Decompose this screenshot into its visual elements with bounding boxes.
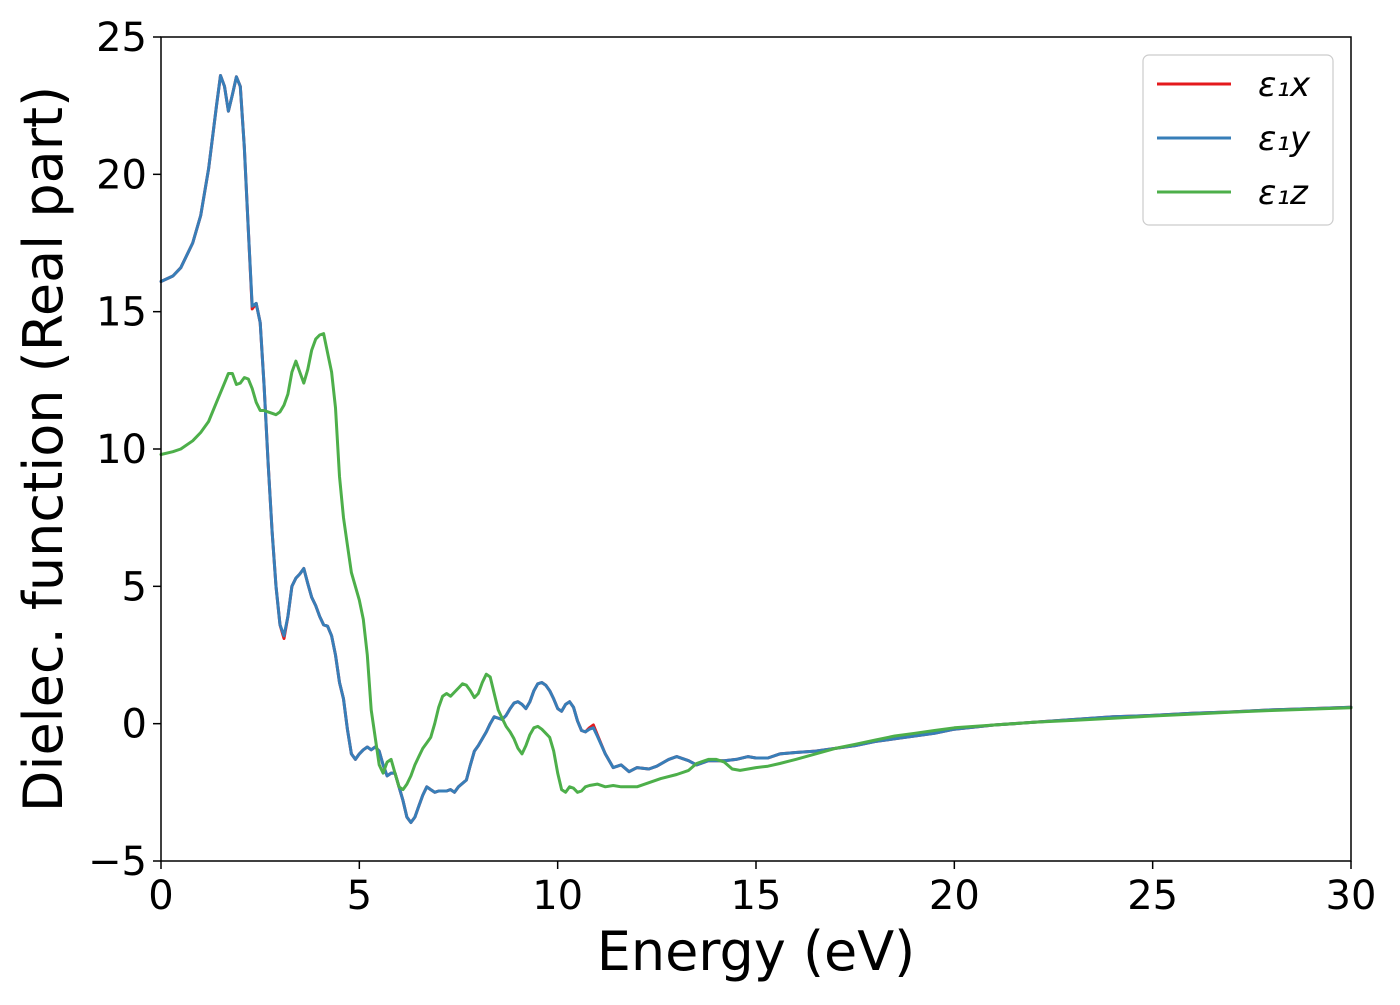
series-line-1 (159, 74, 1353, 824)
y-tick-label: 25 (96, 15, 147, 61)
x-axis-title: Energy (eV) (597, 920, 916, 983)
y-tick-label: 20 (96, 152, 147, 198)
legend: ε₁x ε₁y ε₁z (1142, 54, 1334, 226)
y-axis: −5 0 5 10 15 20 25 (88, 15, 161, 885)
plot-lines (159, 74, 1353, 824)
x-tick-label: 30 (1326, 873, 1377, 919)
x-tick-label: 20 (929, 873, 980, 919)
legend-label-2: ε₁z (1258, 173, 1309, 213)
x-tick-label: 10 (532, 873, 583, 919)
y-tick-label: 10 (96, 427, 147, 473)
x-tick-label: 25 (1127, 873, 1178, 919)
y-axis-title: Dielec. function (Real part) (12, 86, 75, 812)
legend-box (1142, 54, 1334, 226)
y-tick-label: 5 (122, 564, 147, 610)
legend-label-1: ε₁y (1258, 119, 1311, 159)
x-tick-label: 15 (731, 873, 782, 919)
y-tick-label: −5 (88, 839, 147, 885)
series-line-2 (159, 332, 1353, 794)
x-tick-label: 5 (347, 873, 372, 919)
x-tick-label: 0 (148, 873, 173, 919)
y-tick-label: 15 (96, 290, 147, 336)
x-axis: 0 5 10 15 20 25 30 (148, 861, 1376, 919)
legend-label-0: ε₁x (1258, 65, 1311, 105)
y-tick-label: 0 (122, 702, 147, 748)
